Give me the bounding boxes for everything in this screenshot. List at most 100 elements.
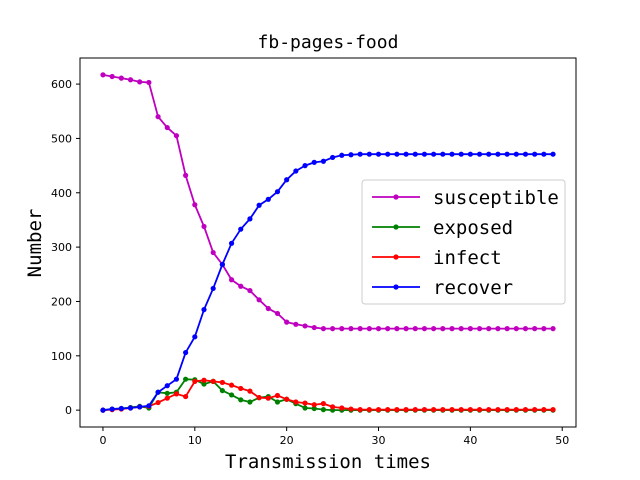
data-point-infect: [274, 392, 281, 399]
x-axis: 0 10 20 30 40 50: [99, 427, 569, 447]
data-point-exposed: [238, 397, 244, 403]
data-point-recover: [183, 349, 189, 356]
data-point-recover: [449, 151, 455, 157]
legend-item-exposed: exposed: [372, 217, 513, 239]
data-point-susceptible: [532, 326, 538, 332]
data-point-infect: [238, 385, 244, 392]
data-point-infect: [486, 407, 492, 413]
data-point-infect: [532, 407, 538, 413]
data-point-exposed: [201, 381, 207, 387]
data-point-infect: [265, 395, 271, 401]
data-point-susceptible: [440, 326, 446, 332]
data-point-susceptible: [348, 326, 354, 332]
data-point-susceptible: [293, 321, 299, 327]
data-point-recover: [219, 261, 225, 268]
data-point-susceptible: [164, 124, 170, 131]
data-point-exposed: [302, 405, 308, 411]
data-point-infect: [522, 407, 529, 413]
data-point-recover: [486, 151, 492, 157]
legend-label: recover: [433, 277, 513, 299]
legend-item-infect: infect: [372, 247, 502, 269]
data-point-infect: [495, 407, 501, 413]
data-point-recover: [366, 151, 372, 157]
data-point-infect: [219, 379, 225, 386]
data-point-recover: [137, 404, 143, 410]
data-point-susceptible: [238, 283, 244, 289]
data-point-recover: [302, 163, 308, 169]
data-point-susceptible: [109, 73, 115, 80]
data-point-infect: [228, 382, 235, 388]
data-point-susceptible: [320, 326, 327, 332]
data-point-infect: [155, 399, 161, 406]
data-point-infect: [348, 406, 354, 412]
data-point-susceptible: [495, 326, 501, 332]
data-point-recover: [375, 151, 382, 157]
data-point-recover: [504, 151, 510, 157]
x-tick-label: 50: [555, 434, 569, 447]
data-point-recover: [173, 376, 180, 382]
data-point-susceptible: [513, 326, 519, 332]
y-axis: 0 100 200 300 400 500 600: [51, 78, 80, 417]
data-point-susceptible: [394, 326, 400, 332]
data-point-susceptible: [100, 72, 106, 78]
data-point-recover: [403, 151, 409, 157]
data-point-infect: [366, 407, 372, 413]
data-point-infect: [164, 395, 170, 401]
y-tick-label: 500: [51, 132, 72, 145]
data-point-exposed: [274, 399, 281, 405]
data-point-susceptible: [274, 310, 281, 317]
data-point-infect: [375, 407, 382, 413]
series-line-infect: [102, 379, 554, 412]
data-point-susceptible: [302, 323, 308, 329]
data-point-recover: [385, 151, 391, 157]
data-point-infect: [256, 395, 262, 401]
data-point-susceptible: [183, 172, 189, 178]
data-point-recover: [467, 151, 473, 157]
data-point-susceptible: [486, 326, 492, 332]
data-point-infect: [173, 391, 180, 397]
y-tick-label: 400: [51, 187, 72, 200]
data-point-recover: [127, 405, 134, 411]
data-point-infect: [357, 407, 363, 413]
data-point-recover: [550, 151, 556, 157]
data-point-infect: [385, 407, 391, 413]
data-point-recover: [440, 151, 446, 157]
data-point-recover: [541, 151, 547, 157]
data-point-recover: [210, 285, 216, 292]
data-point-recover: [118, 405, 124, 412]
data-point-susceptible: [146, 79, 152, 86]
data-point-recover: [311, 159, 317, 165]
legend-marker: [393, 194, 399, 200]
data-point-exposed: [164, 390, 170, 396]
data-point-susceptible: [137, 79, 143, 85]
data-point-susceptible: [173, 133, 180, 139]
data-point-susceptible: [449, 326, 455, 332]
data-point-infect: [293, 399, 299, 405]
data-point-recover: [394, 151, 400, 157]
data-point-infect: [421, 407, 428, 413]
data-point-susceptible: [458, 326, 464, 332]
data-point-recover: [357, 151, 363, 157]
x-axis-title: Transmission times: [225, 451, 431, 473]
data-point-infect: [320, 401, 327, 407]
data-point-exposed: [320, 407, 327, 413]
legend-label: susceptible: [433, 187, 559, 209]
data-point-susceptible: [311, 324, 317, 331]
data-point-infect: [247, 388, 253, 394]
data-point-exposed: [311, 405, 317, 412]
y-axis-title: Number: [24, 209, 46, 278]
data-point-infect: [504, 407, 510, 413]
data-point-susceptible: [247, 287, 253, 294]
data-point-infect: [183, 393, 189, 400]
data-point-susceptible: [228, 277, 235, 283]
data-point-infect: [513, 407, 519, 413]
x-tick-label: 30: [372, 434, 386, 447]
data-point-susceptible: [265, 305, 271, 312]
data-point-susceptible: [118, 75, 124, 81]
data-point-susceptible: [504, 326, 510, 332]
data-point-infect: [284, 396, 290, 402]
data-point-susceptible: [412, 326, 418, 332]
data-point-infect: [412, 407, 418, 413]
data-point-exposed: [183, 376, 189, 382]
y-tick-label: 0: [65, 404, 72, 417]
